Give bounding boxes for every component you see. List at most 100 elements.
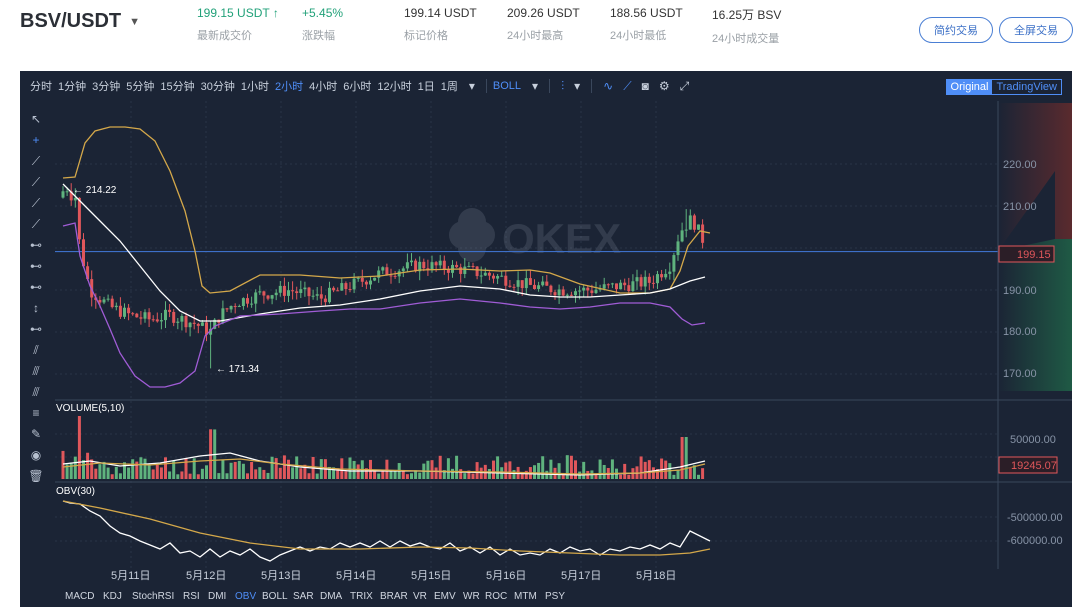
volume-bar: [176, 474, 180, 479]
timeframe-option[interactable]: 1小时: [240, 81, 269, 93]
crosshair-icon[interactable]: +: [32, 133, 40, 147]
volume-bar: [569, 455, 573, 479]
timeframe-option[interactable]: 3分钟: [92, 81, 121, 93]
volume-bar: [574, 460, 577, 479]
ray-icon[interactable]: ⟋: [31, 175, 41, 189]
gear-icon[interactable]: ⚙: [658, 79, 670, 93]
view-original-button[interactable]: Original: [946, 80, 993, 94]
volume-bar: [205, 465, 208, 479]
candle-body: [664, 273, 668, 278]
trend-line-icon[interactable]: ⟋: [31, 154, 41, 168]
measure-icon[interactable]: ≡: [32, 406, 40, 420]
fullscreen-icon[interactable]: ⤢: [679, 78, 690, 93]
chevron-down-icon[interactable]: ▾: [574, 79, 581, 93]
candle-body: [565, 294, 569, 296]
indicator-tab[interactable]: DMI: [208, 591, 226, 602]
indicator-tabs: MACD KDJ StochRSI RSI DMI OBV BOLL SAR DMA TRIX BR…: [65, 591, 565, 602]
vertical-line-icon[interactable]: ↕: [33, 301, 39, 315]
candle-body: [192, 322, 196, 324]
volume-bar: [602, 464, 606, 479]
draw-icon[interactable]: ⟋: [623, 78, 632, 93]
brush-icon[interactable]: ✎: [30, 427, 42, 441]
fib-retracement-icon[interactable]: ⫻: [32, 364, 40, 378]
timeframe-option[interactable]: 5分钟: [126, 81, 155, 93]
timeframe-option[interactable]: 4小时: [309, 81, 338, 93]
visibility-icon[interactable]: ◉: [30, 448, 42, 462]
volume-bar: [389, 470, 393, 479]
volume-bar: [254, 469, 258, 479]
candle-body: [410, 260, 413, 263]
indicator-tab[interactable]: WR: [463, 591, 480, 602]
chevron-down-icon[interactable]: ▾: [468, 79, 475, 93]
indicator-tab[interactable]: StochRSI: [132, 591, 174, 602]
trash-icon[interactable]: 🗑: [28, 469, 44, 483]
indicator-tab[interactable]: MACD: [65, 591, 94, 602]
view-tradingview-button[interactable]: TradingView: [996, 81, 1057, 93]
indicator-tab[interactable]: VR: [413, 591, 427, 602]
line-style-icon[interactable]: ∿: [603, 79, 614, 93]
timeframe-option[interactable]: 15分钟: [160, 81, 195, 93]
volume-bar: [147, 465, 151, 479]
price-line-icon[interactable]: ⊷: [30, 322, 42, 336]
volume-bar: [561, 474, 565, 479]
camera-icon[interactable]: ◙: [641, 79, 649, 93]
indicator-tab[interactable]: SAR: [293, 591, 314, 602]
parallel-channel-icon[interactable]: ⫽: [33, 343, 39, 357]
full-trade-button[interactable]: 全屏交易: [999, 17, 1073, 43]
timeframe-option[interactable]: 30分钟: [200, 81, 235, 93]
volume-bar: [537, 462, 541, 479]
indicator-tab[interactable]: BOLL: [262, 591, 288, 602]
fib-extension-icon[interactable]: ⫻: [32, 385, 40, 399]
timeframe-option[interactable]: 1日: [417, 81, 435, 93]
indicator-tab[interactable]: PSY: [545, 591, 565, 602]
volume-bar: [434, 467, 438, 479]
timeframe-option[interactable]: 6小时: [343, 81, 372, 93]
volume-bar: [414, 470, 418, 479]
watermark-text: OKEX: [502, 215, 621, 262]
volume-label: 24小时成交量: [712, 33, 780, 45]
indicator-tab[interactable]: OBV: [235, 591, 256, 602]
horizontal-segment-icon[interactable]: ⊷: [30, 280, 42, 294]
volume-bar: [512, 470, 516, 479]
simple-trade-button[interactable]: 简约交易: [919, 17, 993, 43]
obv-line: [62, 500, 711, 562]
horizontal-ray-icon[interactable]: ⊷: [30, 259, 42, 273]
volume-bars: [61, 416, 705, 479]
horizontal-line-icon[interactable]: ⊷: [30, 238, 42, 252]
indicator-tab[interactable]: TRIX: [350, 591, 373, 602]
timeframe-option[interactable]: 2小时: [275, 81, 304, 93]
chart-canvas[interactable]: OKEX 220.00 210.00 190.00 180.00 170.00 …: [20, 71, 1072, 607]
timeframe-option[interactable]: 1分钟: [58, 81, 87, 93]
x-axis-label: 5月16日: [486, 570, 526, 582]
indicator-select[interactable]: BOLL: [492, 80, 522, 92]
volume-bar: [610, 459, 614, 479]
volume-bar: [217, 473, 221, 479]
timeframe-option[interactable]: 分时: [30, 81, 52, 93]
candle-body: [274, 292, 278, 296]
indicator-tab[interactable]: KDJ: [103, 591, 122, 602]
timeframe-option[interactable]: 12小时: [377, 81, 412, 93]
cursor-icon[interactable]: ↖: [30, 112, 42, 126]
volume-bar: [701, 468, 705, 479]
extended-line-icon[interactable]: ⟋: [31, 196, 41, 210]
candle-body: [463, 266, 467, 274]
volume-bar: [479, 467, 483, 479]
indicator-tab[interactable]: EMV: [434, 591, 456, 602]
chevron-down-icon[interactable]: ▾: [532, 79, 539, 93]
indicator-tab[interactable]: RSI: [183, 591, 200, 602]
segment-icon[interactable]: ⟋: [31, 217, 41, 231]
volume-bar: [651, 467, 655, 479]
candle-body: [574, 291, 577, 296]
candle-body: [200, 322, 204, 326]
indicator-tab[interactable]: BRAR: [380, 591, 408, 602]
timeframe-option[interactable]: 1周: [440, 81, 458, 93]
indicator-tab[interactable]: DMA: [320, 591, 343, 602]
arrow-up-icon: ↑: [272, 6, 279, 20]
volume-bar: [241, 463, 245, 479]
volume-bar: [459, 469, 463, 479]
candlestick-type-icon[interactable]: ⫶: [561, 78, 565, 93]
mark-price-stat: 199.14 USDT 标记价格: [404, 6, 477, 43]
pair-selector[interactable]: BSV/USDT ▼: [20, 10, 140, 33]
indicator-tab[interactable]: ROC: [485, 591, 507, 602]
indicator-tab[interactable]: MTM: [514, 591, 537, 602]
